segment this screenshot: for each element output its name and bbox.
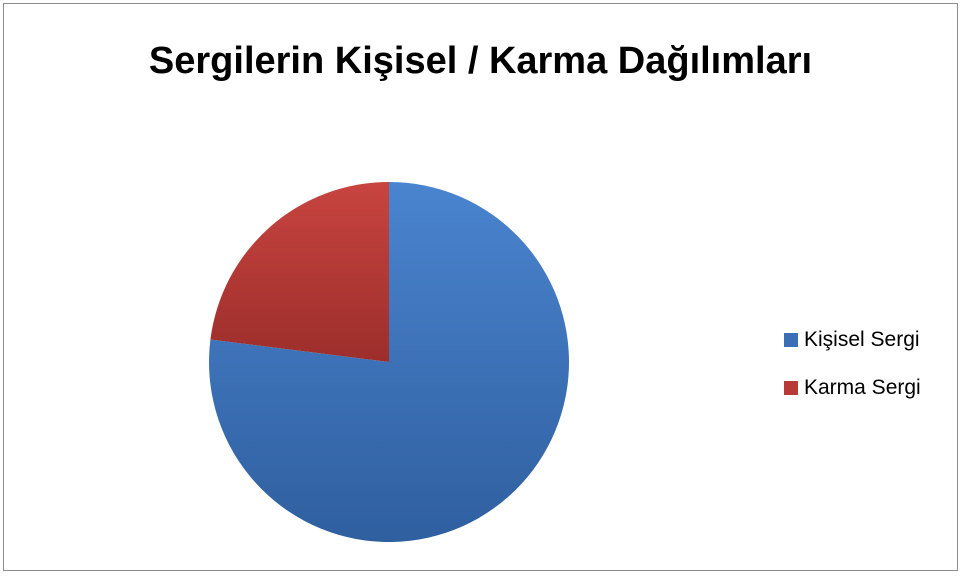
legend-label-karma: Karma Sergi — [804, 376, 921, 399]
legend: Kişisel Sergi Karma Sergi — [784, 326, 921, 422]
pie-chart — [209, 182, 570, 542]
pie-slice-karma — [210, 182, 389, 362]
legend-swatch-karma — [784, 381, 798, 395]
chart-frame: Sergilerin Kişisel / Karma Dağılımları K… — [3, 3, 958, 571]
legend-label-kisisel: Kişisel Sergi — [804, 328, 920, 351]
legend-swatch-kisisel — [784, 333, 798, 347]
pie-slice-kisisel — [209, 182, 570, 542]
chart-title: Sergilerin Kişisel / Karma Dağılımları — [148, 40, 813, 82]
legend-item-kisisel: Kişisel Sergi — [784, 326, 921, 354]
legend-item-karma: Karma Sergi — [784, 374, 921, 402]
